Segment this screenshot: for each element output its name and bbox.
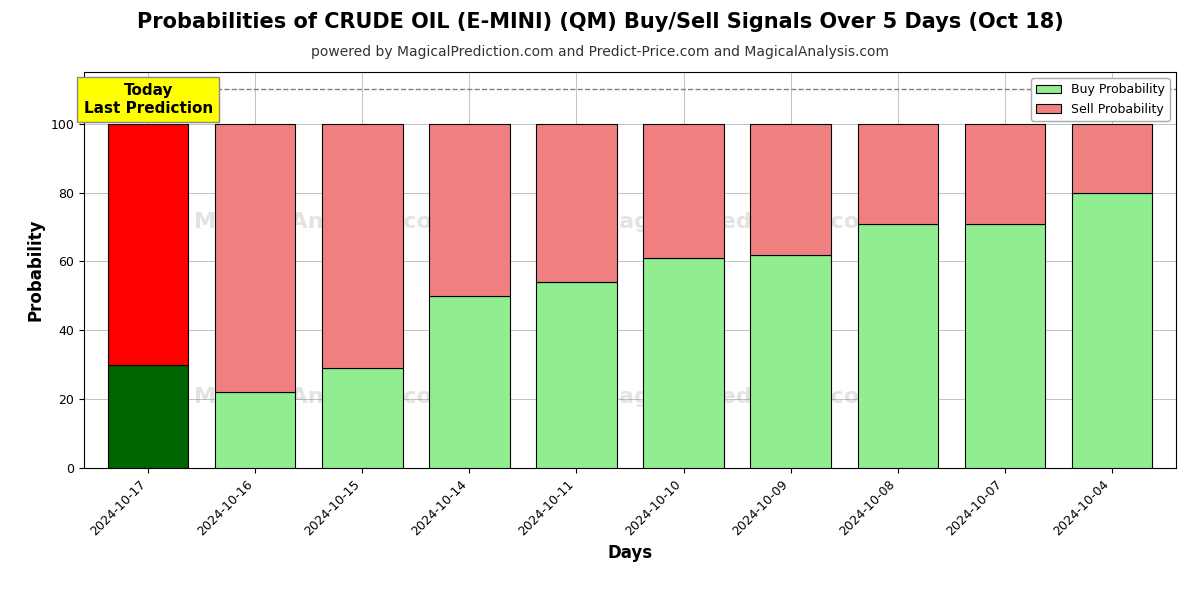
Bar: [108, 365, 188, 468]
Y-axis label: Probability: Probability: [26, 219, 44, 321]
Bar: [1072, 193, 1152, 468]
Bar: [323, 124, 402, 368]
X-axis label: Days: Days: [607, 544, 653, 562]
Text: MagicalAnalysis.com: MagicalAnalysis.com: [193, 212, 455, 232]
Text: Probabilities of CRUDE OIL (E-MINI) (QM) Buy/Sell Signals Over 5 Days (Oct 18): Probabilities of CRUDE OIL (E-MINI) (QM)…: [137, 12, 1063, 32]
Bar: [750, 254, 830, 468]
Text: MagicalPrediction.com: MagicalPrediction.com: [596, 387, 882, 407]
Bar: [108, 124, 188, 365]
Bar: [430, 296, 510, 468]
Bar: [430, 124, 510, 296]
Bar: [536, 124, 617, 282]
Text: powered by MagicalPrediction.com and Predict-Price.com and MagicalAnalysis.com: powered by MagicalPrediction.com and Pre…: [311, 45, 889, 59]
Bar: [1072, 124, 1152, 193]
Bar: [965, 224, 1045, 468]
Bar: [643, 258, 724, 468]
Text: MagicalPrediction.com: MagicalPrediction.com: [596, 212, 882, 232]
Bar: [858, 124, 937, 224]
Bar: [643, 124, 724, 258]
Text: MagicalAnalysis.com: MagicalAnalysis.com: [193, 387, 455, 407]
Text: Today
Last Prediction: Today Last Prediction: [84, 83, 212, 116]
Legend: Buy Probability, Sell Probability: Buy Probability, Sell Probability: [1031, 78, 1170, 121]
Bar: [858, 224, 937, 468]
Bar: [536, 282, 617, 468]
Bar: [965, 124, 1045, 224]
Bar: [323, 368, 402, 468]
Bar: [215, 124, 295, 392]
Bar: [750, 124, 830, 254]
Bar: [215, 392, 295, 468]
